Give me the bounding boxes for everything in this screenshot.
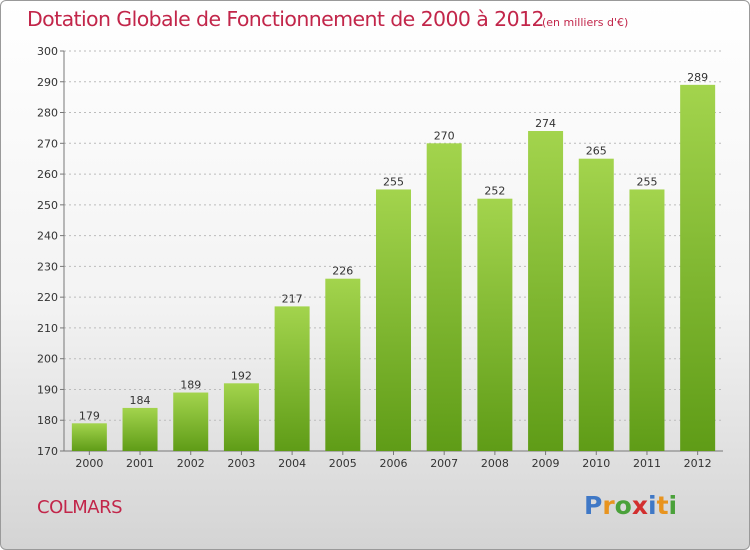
y-tick-label: 230 <box>37 260 58 273</box>
y-tick-label: 270 <box>37 137 58 150</box>
x-tick-label: 2000 <box>75 457 103 470</box>
y-tick-label: 280 <box>37 107 58 120</box>
y-tick-label: 200 <box>37 353 58 366</box>
y-tick-label: 290 <box>37 76 58 89</box>
x-tick-label: 2004 <box>278 457 306 470</box>
y-tick-label: 250 <box>37 199 58 212</box>
logo-letter: x <box>631 491 648 520</box>
bar-2001 <box>122 407 158 451</box>
bar-2007 <box>426 143 462 452</box>
data-label-2007: 270 <box>434 129 455 142</box>
x-tick-label: 2005 <box>329 457 357 470</box>
proxiti-logo: Proxiti <box>584 491 677 520</box>
x-tick-label: 2009 <box>532 457 560 470</box>
logo-letter: o <box>614 491 632 520</box>
bar-2000 <box>71 423 107 451</box>
logo-letter: r <box>602 491 615 520</box>
bar-2009 <box>528 131 564 451</box>
y-tick-label: 300 <box>37 45 58 58</box>
y-tick-label: 260 <box>37 168 58 181</box>
data-label-2008: 252 <box>484 185 505 198</box>
data-label-2009: 274 <box>535 117 556 130</box>
x-tick-label: 2003 <box>227 457 255 470</box>
data-label-2006: 255 <box>383 175 404 188</box>
data-label-2011: 255 <box>636 175 657 188</box>
bar-2003 <box>223 383 259 451</box>
bar-2004 <box>274 306 310 451</box>
data-label-2003: 192 <box>231 369 252 382</box>
logo-letter: i <box>648 491 657 520</box>
x-tick-label: 2001 <box>126 457 154 470</box>
bar-2011 <box>629 189 665 451</box>
data-labels: 179 184 189 192 217 226 255 270 252 274 265 255 289 <box>79 71 708 422</box>
data-label-2010: 265 <box>586 145 607 158</box>
logo-letter: i <box>668 491 678 520</box>
bar-2006 <box>376 189 411 451</box>
x-tick-label: 2012 <box>684 457 712 470</box>
commune-name: COLMARS <box>37 497 123 518</box>
y-tick-label: 170 <box>37 445 58 458</box>
y-tick-label: 240 <box>37 230 58 243</box>
x-tick-label: 2006 <box>380 457 408 470</box>
data-label-2005: 226 <box>332 265 353 278</box>
y-tick-label: 180 <box>37 414 58 427</box>
chart-title: Dotation Globale de Fonctionnement de 20… <box>27 7 545 31</box>
bar-2010 <box>578 158 614 451</box>
chart-unit: (en milliers d'€) <box>542 16 629 29</box>
y-tick-label: 220 <box>37 291 58 304</box>
bar-2012 <box>680 84 716 451</box>
y-tick-labels: 170 180 190 200 210 220 230 240 250 260 270 280 290 3… <box>37 45 58 458</box>
x-tick-label: 2011 <box>633 457 661 470</box>
x-tick-label: 2008 <box>481 457 509 470</box>
x-tick-label: 2002 <box>177 457 205 470</box>
bar-2008 <box>477 198 513 451</box>
x-tick-labels: 2000 2001 2002 2003 2004 2005 2006 2007 2008 2009… <box>75 457 711 470</box>
x-tick-label: 2007 <box>430 457 458 470</box>
x-tick-label: 2010 <box>582 457 610 470</box>
logo-letter: P <box>584 491 603 520</box>
logo-letter: t <box>656 491 669 520</box>
y-tick-label: 210 <box>37 322 58 335</box>
y-tick-label: 190 <box>37 383 58 396</box>
data-label-2012: 289 <box>687 71 708 84</box>
bar-2002 <box>173 392 209 451</box>
bar-2005 <box>325 278 361 451</box>
data-label-2004: 217 <box>282 292 303 305</box>
data-label-2000: 179 <box>79 409 100 422</box>
data-label-2002: 189 <box>180 379 201 392</box>
data-label-2001: 184 <box>130 394 151 407</box>
bars <box>71 84 716 452</box>
